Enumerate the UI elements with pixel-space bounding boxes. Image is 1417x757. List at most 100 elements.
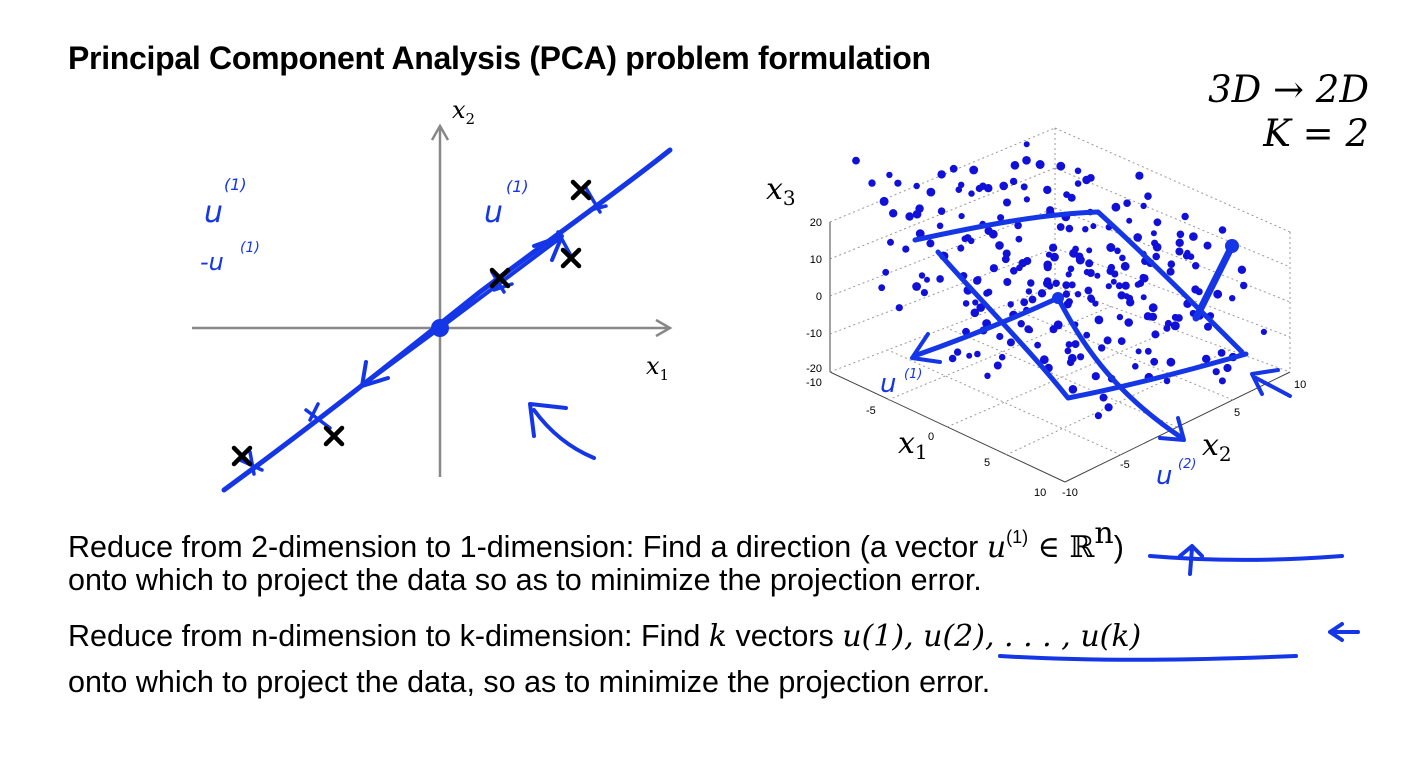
data-point bbox=[560, 247, 582, 269]
scatter-point bbox=[1086, 174, 1095, 182]
plane-origin-dot bbox=[1052, 292, 1064, 304]
dimension-note: 3D → 2D K = 2 bbox=[1208, 68, 1369, 156]
scatter-point bbox=[1111, 202, 1121, 212]
scatter-point bbox=[1148, 303, 1158, 313]
vector-u2-3d bbox=[1055, 295, 1185, 441]
scatter-point bbox=[1020, 183, 1028, 191]
scatter-point bbox=[937, 207, 946, 215]
scatter-point bbox=[984, 226, 993, 235]
projection-segment-3d bbox=[1192, 242, 1236, 322]
scatter-point bbox=[1066, 358, 1075, 367]
scatter-point bbox=[1010, 161, 1020, 170]
scatter-point bbox=[1082, 226, 1089, 233]
handwritten-u: u bbox=[204, 195, 223, 230]
scatter-point bbox=[1074, 167, 1082, 175]
scatter-point bbox=[1133, 233, 1142, 242]
data-point bbox=[489, 267, 511, 289]
scatter-point bbox=[1020, 298, 1029, 307]
scatter-point bbox=[905, 212, 914, 221]
scatter-point bbox=[1074, 291, 1082, 298]
scatter-point bbox=[1024, 325, 1033, 333]
scatter-point bbox=[878, 284, 886, 292]
scatter-point bbox=[1229, 295, 1236, 302]
scatter-point bbox=[957, 244, 965, 252]
scatter-point bbox=[1202, 354, 1211, 364]
scatter-point bbox=[953, 348, 962, 356]
scatter-point bbox=[1068, 385, 1078, 394]
scatter-point bbox=[1175, 314, 1183, 322]
scatter-point bbox=[955, 186, 963, 193]
scatter-point bbox=[966, 352, 973, 359]
scatter-point bbox=[1218, 226, 1227, 234]
scatter-point bbox=[1094, 272, 1101, 279]
x2-axis-arrow-icon bbox=[430, 123, 450, 141]
x1-axis-arrow-icon bbox=[655, 318, 673, 338]
handwritten-u2-3d-superscript: (2) bbox=[1178, 457, 1196, 472]
scatter-point bbox=[1117, 291, 1126, 300]
scatter-point bbox=[1115, 282, 1123, 290]
y-tick: -10 bbox=[1062, 487, 1078, 499]
scatter-point bbox=[1195, 288, 1203, 296]
z-axis-ticks: 20 10 0 -10 -20 bbox=[806, 217, 822, 375]
scatter-point bbox=[999, 181, 1008, 191]
scatter-point bbox=[974, 276, 982, 283]
vector-neg-u1 bbox=[362, 326, 442, 386]
scatter-point bbox=[868, 179, 876, 187]
y-axis-ticks: -10 -5 5 10 bbox=[1062, 379, 1306, 499]
scatter-point bbox=[984, 372, 991, 379]
x-tick: 5 bbox=[984, 457, 990, 469]
scatter-point bbox=[1164, 319, 1172, 328]
scatter-point bbox=[1049, 325, 1058, 334]
scatter-point bbox=[1065, 298, 1073, 306]
scatter-point bbox=[1167, 260, 1176, 269]
scatter-point bbox=[1204, 322, 1212, 331]
scatter-point bbox=[1144, 347, 1152, 355]
data-point bbox=[323, 425, 345, 447]
plot-3d: 20 10 0 -10 -20 -10 -5 0 5 10 -10 -5 5 1… bbox=[806, 127, 1306, 499]
scatter-point bbox=[1022, 156, 1031, 165]
scatter-point bbox=[974, 350, 981, 358]
scatter-point bbox=[967, 237, 975, 245]
scatter-point bbox=[996, 332, 1004, 341]
scatter-point bbox=[1056, 223, 1065, 231]
x-tick: 10 bbox=[1034, 487, 1046, 499]
scatter-point bbox=[1074, 180, 1082, 187]
scatter-point bbox=[879, 196, 889, 206]
scatter-point bbox=[1091, 372, 1100, 381]
pointer-arrow-icon bbox=[528, 402, 596, 460]
projection-line bbox=[221, 147, 673, 493]
slide-title: Principal Component Analysis (PCA) probl… bbox=[68, 40, 931, 76]
scatter-point bbox=[1077, 353, 1085, 361]
handwritten-u-superscript: (1) bbox=[224, 175, 247, 194]
scatter-point bbox=[1103, 336, 1112, 345]
y-tick: 10 bbox=[1294, 379, 1306, 391]
vector-neg-u1-arrowhead-icon bbox=[360, 360, 390, 388]
scatter-point bbox=[1213, 289, 1223, 299]
scatter-point bbox=[1003, 278, 1012, 286]
scatter-point bbox=[1175, 247, 1184, 256]
scatter-point bbox=[968, 190, 975, 197]
data-point bbox=[231, 445, 253, 467]
pointer-arrow-3d-icon bbox=[1250, 368, 1292, 398]
scatter-point bbox=[1126, 217, 1133, 224]
scatter-point bbox=[1217, 349, 1226, 357]
scatter-point bbox=[1150, 357, 1159, 366]
scatter-point bbox=[852, 156, 860, 165]
scatter-point bbox=[1084, 286, 1093, 295]
scatter-point bbox=[970, 308, 980, 318]
scatter-point bbox=[1116, 313, 1124, 321]
scatter-point bbox=[1064, 347, 1072, 355]
scatter-point bbox=[894, 179, 902, 187]
scatter-point bbox=[1083, 331, 1091, 339]
scatter-point bbox=[1105, 283, 1112, 290]
scatter-point bbox=[985, 288, 993, 296]
scatter-point bbox=[1046, 206, 1055, 215]
scatter-point bbox=[1037, 289, 1047, 298]
scatter-point bbox=[1062, 290, 1071, 298]
projection-segment-2 bbox=[556, 230, 572, 256]
scatter-point bbox=[913, 182, 920, 190]
scatter-point bbox=[993, 361, 1002, 370]
scatter-point bbox=[1110, 278, 1117, 285]
scatter-point bbox=[1140, 294, 1147, 301]
scatter-point bbox=[936, 222, 944, 230]
